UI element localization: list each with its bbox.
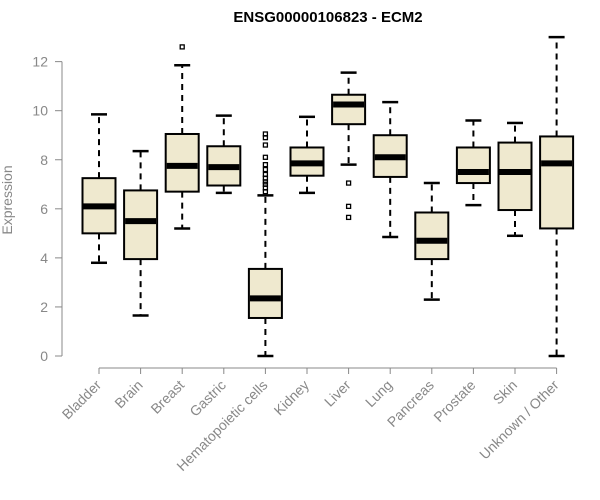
box-liver bbox=[331, 71, 367, 221]
x-tick-label: Breast bbox=[147, 377, 187, 417]
outlier-point bbox=[262, 131, 269, 137]
x-tick-label: Lung bbox=[362, 377, 395, 410]
outlier-point bbox=[345, 203, 352, 210]
iqr-box bbox=[247, 267, 283, 319]
box-hematopoietic-cells bbox=[247, 131, 283, 358]
boxes bbox=[81, 35, 575, 358]
box-gastric bbox=[206, 114, 242, 195]
y-tick-label: 8 bbox=[40, 152, 48, 168]
outlier-point bbox=[179, 44, 185, 50]
box-lung bbox=[372, 100, 408, 239]
x-tick-label: Skin bbox=[490, 377, 521, 408]
box-breast bbox=[164, 44, 200, 230]
x-tick-label: Bladder bbox=[59, 377, 105, 423]
box-unknown-other bbox=[539, 35, 575, 358]
y-tick-label: 10 bbox=[32, 103, 48, 119]
box-brain bbox=[123, 149, 159, 317]
x-tick-label: Liver bbox=[321, 377, 354, 410]
box-prostate bbox=[455, 119, 491, 207]
y-tick-label: 2 bbox=[40, 299, 48, 315]
outlier-point bbox=[345, 214, 352, 221]
outlier-point bbox=[262, 171, 269, 178]
outlier-point bbox=[262, 166, 269, 173]
x-tick-label: Prostate bbox=[430, 377, 478, 425]
y-axis-label: Expression bbox=[0, 165, 15, 234]
x-tick-label: Kidney bbox=[271, 377, 313, 419]
iqr-box bbox=[164, 132, 200, 193]
box-pancreas bbox=[414, 181, 450, 301]
chart-title: ENSG00000106823 - ECM2 bbox=[233, 9, 422, 26]
outlier-point bbox=[262, 154, 269, 160]
outlier-point bbox=[345, 180, 352, 186]
x-tick-label: Brain bbox=[111, 377, 145, 411]
iqr-box bbox=[497, 141, 533, 212]
box-kidney bbox=[289, 115, 325, 195]
y-tick-label: 6 bbox=[40, 201, 48, 217]
y-tick-label: 0 bbox=[40, 348, 48, 364]
box-bladder bbox=[81, 113, 117, 265]
iqr-box bbox=[455, 146, 491, 185]
iqr-box bbox=[539, 135, 575, 230]
axes: 0 2 4 6 8 10 12 bbox=[32, 54, 558, 374]
iqr-box bbox=[414, 211, 450, 261]
outlier-point bbox=[262, 142, 269, 148]
y-tick-label: 12 bbox=[32, 54, 48, 70]
iqr-box bbox=[123, 189, 159, 261]
y-tick-label: 4 bbox=[40, 250, 48, 266]
box-skin bbox=[497, 121, 533, 238]
iqr-box bbox=[331, 93, 367, 126]
x-tick-label: Unknown / Other bbox=[476, 377, 562, 463]
outlier-point bbox=[262, 162, 269, 168]
